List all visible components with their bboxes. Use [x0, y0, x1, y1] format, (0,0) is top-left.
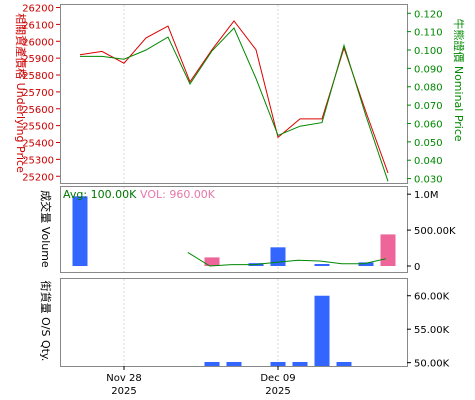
- volume-panel-frame: [60, 186, 408, 273]
- right-tick-label: 0.080: [414, 83, 443, 94]
- outstanding-tick-label: 50.00K: [414, 359, 450, 370]
- volume-tick-label: 500.00K: [414, 226, 456, 237]
- price-panel-frame: [60, 4, 408, 184]
- outstanding-bar: [336, 361, 352, 366]
- outstanding-bar: [314, 295, 330, 366]
- outstanding-panel-frame: [60, 278, 408, 367]
- volume-avg-legend: Avg: 100.00K: [63, 188, 137, 201]
- grid-lines: [123, 5, 279, 366]
- nominal-price-line: [80, 27, 389, 182]
- left-tick-label: 25900: [22, 54, 54, 65]
- left-tick-label: 26200: [22, 4, 54, 15]
- x-tick-year-label: 2025: [111, 386, 136, 397]
- left-tick-label: 25600: [22, 105, 54, 116]
- volume-tick-label: 1.0M: [414, 190, 439, 201]
- volume-bar: [204, 257, 220, 266]
- volume-average-line: [187, 251, 386, 267]
- outstanding-axis-label: 街貨量 O/S Qty.: [39, 281, 53, 362]
- outstanding-bar: [204, 361, 220, 366]
- volume-tick-label: 0: [414, 262, 420, 273]
- left-tick-label: 25700: [22, 88, 54, 99]
- outstanding-tick-label: 55.00K: [414, 325, 450, 336]
- volume-bar: [72, 196, 88, 266]
- volume-vol-legend: VOL: 960.00K: [140, 188, 216, 201]
- underlying-axis-label: 相關資產價格 Underlying Price: [14, 13, 28, 173]
- volume-bar: [358, 262, 374, 266]
- volume-axis-label: 成交量 Volume: [39, 190, 53, 268]
- right-tick-label: 0.050: [414, 138, 443, 149]
- outstanding-tick-label: 60.00K: [414, 292, 450, 303]
- price-series: [79, 20, 389, 182]
- underlying-price-line: [79, 20, 389, 174]
- right-tick-label: 0.100: [414, 46, 443, 57]
- right-tick-label: 0.070: [414, 101, 443, 112]
- left-tick-label: 25300: [22, 155, 54, 166]
- left-tick-label: 25200: [22, 172, 54, 183]
- outstanding-bar: [226, 361, 242, 366]
- x-tick-label: Dec 09: [260, 373, 295, 384]
- outstanding-bars: [204, 295, 352, 366]
- right-tick-label: 0.030: [414, 175, 443, 186]
- volume-bar: [380, 234, 396, 266]
- volume-bar: [314, 264, 330, 266]
- outstanding-bar: [270, 361, 286, 366]
- x-tick-label: Nov 28: [106, 373, 141, 384]
- right-tick-label: 0.040: [414, 156, 443, 167]
- left-tick-label: 25500: [22, 122, 54, 133]
- volume-bars: [72, 196, 396, 267]
- nominal-axis-label: 牛熊證價 Nominal Price: [452, 18, 466, 142]
- right-tick-label: 0.110: [414, 28, 443, 39]
- right-tick-label: 0.120: [414, 9, 443, 20]
- outstanding-bar: [292, 361, 308, 366]
- x-tick-year-label: 2025: [265, 386, 290, 397]
- left-tick-label: 26000: [22, 37, 54, 48]
- left-tick-label: 25400: [22, 139, 54, 150]
- right-tick-label: 0.090: [414, 64, 443, 75]
- right-tick-label: 0.060: [414, 119, 443, 130]
- axis-ticks: 26200 26100 26000 25900 25800 25700 25600 25500…: [22, 4, 456, 397]
- left-tick-label: 25800: [22, 71, 54, 82]
- left-tick-label: 26100: [22, 20, 54, 31]
